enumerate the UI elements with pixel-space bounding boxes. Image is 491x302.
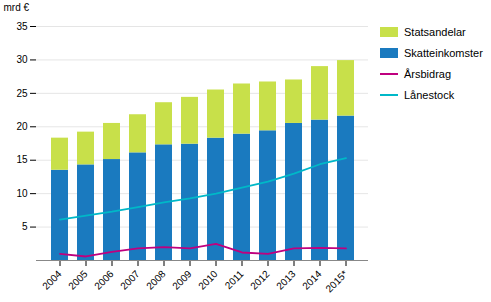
svg-text:2006: 2006 <box>92 268 116 292</box>
svg-text:20: 20 <box>16 121 28 132</box>
svg-text:2013: 2013 <box>274 268 298 292</box>
svg-text:25: 25 <box>16 88 28 99</box>
html-text:Lånestock: Lånestock <box>404 89 455 101</box>
svg-text:2014: 2014 <box>300 268 324 292</box>
svg-text:2012: 2012 <box>248 268 272 292</box>
svg-text:2005: 2005 <box>66 268 90 292</box>
svg-text:15: 15 <box>16 154 28 165</box>
svg-text:5: 5 <box>22 221 28 232</box>
svg-text:2015*: 2015* <box>323 268 349 294</box>
svg-text:2004: 2004 <box>40 268 64 292</box>
html-text:Skatteinkomster: Skatteinkomster <box>404 47 483 59</box>
svg-text:2008: 2008 <box>144 268 168 292</box>
svg-text:2011: 2011 <box>223 268 246 291</box>
html-text:Statsandelar: Statsandelar <box>404 26 466 38</box>
svg-text:2010: 2010 <box>196 268 220 292</box>
html-text:Årsbidrag: Årsbidrag <box>404 68 452 80</box>
svg-text:30: 30 <box>16 54 28 65</box>
svg-text:10: 10 <box>16 188 28 199</box>
svg-text:2007: 2007 <box>118 268 142 292</box>
svg-text:2009: 2009 <box>170 268 194 292</box>
svg-text:mrd €: mrd € <box>4 2 30 13</box>
svg-text:35: 35 <box>16 21 28 32</box>
